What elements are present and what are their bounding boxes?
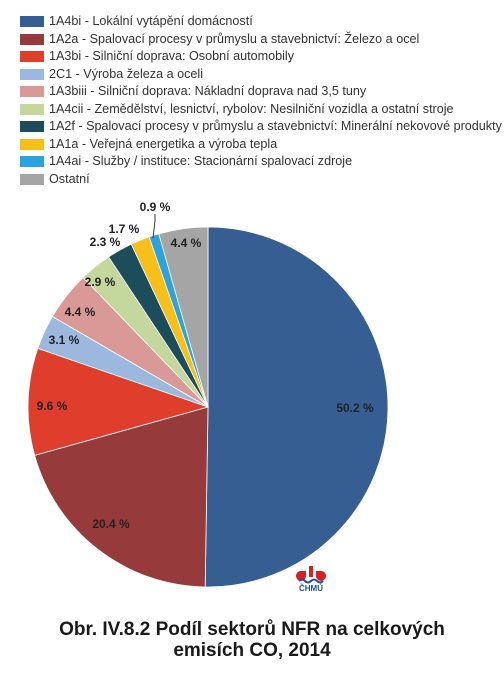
legend-swatch [20,138,44,150]
slice-value-label: 3.1 % [49,333,80,347]
slice-value-label: 20.4 % [92,517,130,531]
legend-label: 1A1a - Veřejná energetika a výroba tepla [49,136,278,151]
figure-caption: Obr. IV.8.2 Podíl sektorů NFR na celkový… [0,619,504,661]
legend-item: Ostatní [20,171,500,189]
legend-item: 1A4ai - Služby / instituce: Stacionární … [20,153,500,171]
legend-swatch [20,173,44,185]
legend-label: 1A3bi - Silniční doprava: Osobní automob… [49,49,295,63]
slice-value-label: 4.4 % [65,305,96,319]
slice-value-label: 9.6 % [37,399,68,413]
legend-swatch [20,68,44,80]
legend-swatch [20,86,44,97]
legend-label: 1A2a - Spalovací procesy v průmyslu a st… [49,31,420,46]
legend-item: 1A3biii - Silniční doprava: Nákladní dop… [20,83,500,101]
slice-value-label: 0.9 % [140,200,171,214]
legend-item: 1A3bi - Silniční doprava: Osobní automob… [20,48,500,66]
slice-value-label: 1.7 % [109,222,140,236]
legend-swatch [20,121,44,132]
slice-value-label: 2.3 % [90,235,121,249]
slice-value-label: 4.4 % [171,236,202,250]
chmu-logo-text: ČHMÚ [299,584,323,593]
legend-item: 1A4cii - Zemědělství, lesnictví, rybolov… [20,101,500,119]
legend-item: 2C1 - Výroba železa a oceli [20,66,500,84]
legend-item: 1A4bi - Lokální vytápění domácností [20,13,500,31]
legend-swatch [20,103,44,115]
slice-value-label: 50.2 % [336,401,374,415]
legend-label: 1A3biii - Silniční doprava: Nákladní dop… [49,84,367,98]
legend-swatch [20,33,44,45]
chmu-logo [296,562,326,592]
legend-label: 2C1 - Výroba železa a oceli [49,66,204,81]
legend-label: Ostatní [49,171,90,186]
pie-slice [27,347,210,456]
legend-label: 1A4bi - Lokální vytápění domácností [49,14,253,28]
legend-label: 1A4ai - Služby / instituce: Stacionární … [49,154,353,168]
chmu-logo-icon [296,566,326,584]
legend-swatch [20,16,44,27]
caption-line-2: emisích CO, 2014 [173,640,331,661]
legend-item: 1A2f - Spalovací procesy v průmyslu a st… [20,118,502,136]
pie-slice [204,226,389,588]
chart-legend: 1A4bi - Lokální vytápění domácností 1A2a … [20,13,502,189]
legend-item: 1A2a - Spalovací procesy v průmyslu a st… [20,31,500,49]
legend-swatch [20,156,44,167]
caption-line-1: Obr. IV.8.2 Podíl sektorů NFR na celkový… [59,619,445,640]
pie-slice [34,406,209,588]
legend-label: 1A2f - Spalovací procesy v průmyslu a st… [49,119,502,133]
legend-swatch [20,51,44,62]
legend-item: 1A1a - Veřejná energetika a výroba tepla [20,136,500,154]
leader-line [152,214,156,239]
pie-slice [158,226,209,408]
slice-value-label: 2.9 % [85,275,116,289]
legend-label: 1A4cii - Zemědělství, lesnictví, rybolov… [49,101,454,116]
